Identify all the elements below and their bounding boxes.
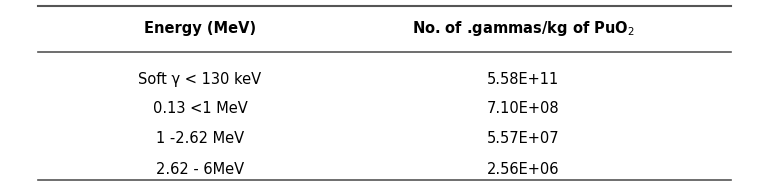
Text: 2.62 - 6MeV: 2.62 - 6MeV <box>156 162 244 177</box>
Text: 0.13 <1 MeV: 0.13 <1 MeV <box>152 101 248 116</box>
Text: 5.58E+11: 5.58E+11 <box>487 72 559 86</box>
Text: 2.56E+06: 2.56E+06 <box>487 162 559 177</box>
Text: 7.10E+08: 7.10E+08 <box>487 101 559 116</box>
Text: Energy (MeV): Energy (MeV) <box>144 21 256 36</box>
Text: 5.57E+07: 5.57E+07 <box>487 131 559 146</box>
Text: No. of .gammas/kg of PuO$_2$: No. of .gammas/kg of PuO$_2$ <box>411 19 634 38</box>
Text: Soft γ < 130 keV: Soft γ < 130 keV <box>138 72 261 86</box>
Text: 1 -2.62 MeV: 1 -2.62 MeV <box>156 131 244 146</box>
